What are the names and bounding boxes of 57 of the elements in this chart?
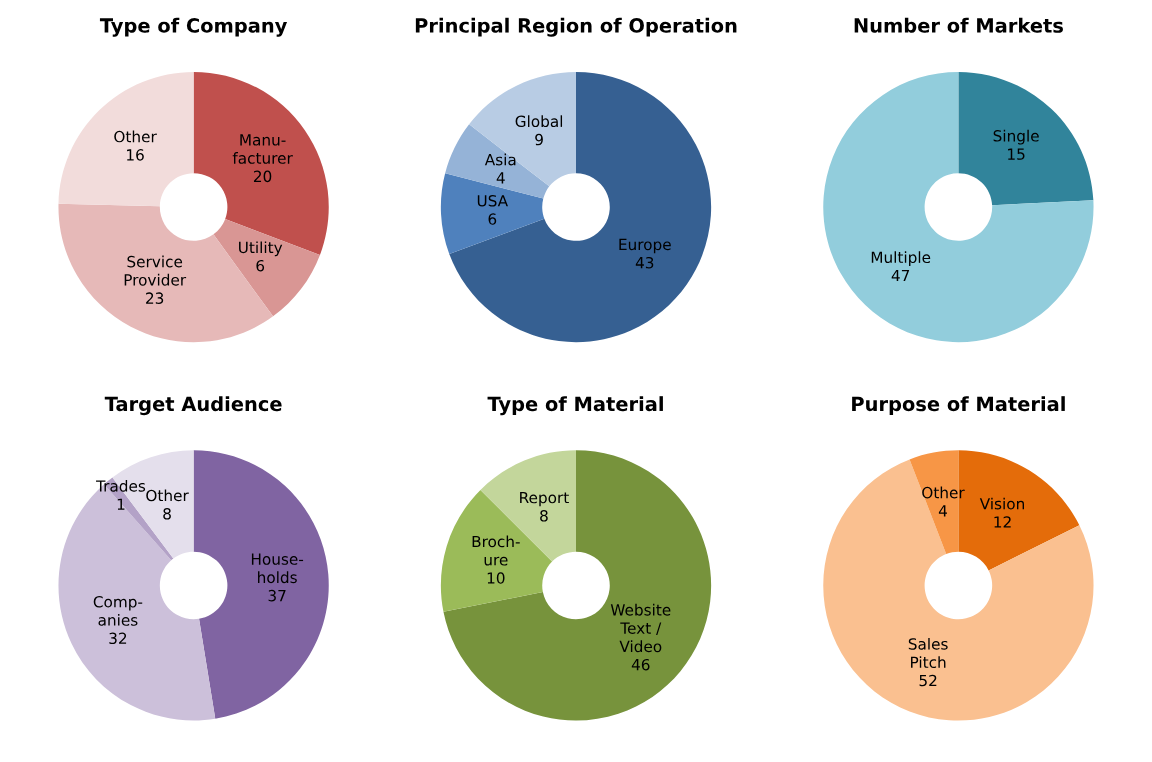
data-label: 1	[117, 498, 125, 510]
slice-label: Europe	[619, 238, 671, 254]
chart-title: Number of Markets	[854, 17, 1063, 33]
donut-slice	[58, 71, 194, 207]
slice-label: Comp- anies	[93, 595, 143, 626]
chart-title: Type of Material	[487, 396, 663, 416]
data-label: 16	[127, 149, 144, 161]
slice-label: Sales Pitch	[908, 637, 948, 669]
slice-label: Global	[515, 115, 563, 128]
data-label: 32	[109, 632, 127, 645]
data-label: 37	[268, 589, 286, 602]
slice-label: Asia	[484, 153, 516, 166]
data-label: 23	[146, 292, 164, 304]
data-label: 12	[994, 516, 1011, 528]
data-label: 8	[540, 510, 548, 522]
slice-label: House- holds	[251, 553, 304, 584]
chart-title: Principal Region of Operation	[415, 17, 737, 37]
slice-label: USA	[477, 195, 508, 207]
donut-slice	[193, 71, 329, 255]
slice-label: Other	[146, 489, 189, 502]
donut-slice	[449, 71, 712, 343]
chart-title: Target Audience	[104, 396, 282, 416]
data-label: 20	[253, 170, 272, 183]
data-label: 46	[631, 658, 650, 671]
donut-slice	[443, 450, 712, 721]
donut-slice	[193, 450, 329, 719]
data-label: 10	[487, 572, 505, 584]
donut-slice	[440, 173, 545, 254]
donut-slice	[469, 71, 576, 187]
slice-label: Vision	[979, 497, 1024, 510]
donut-slice	[213, 219, 320, 317]
data-label: 4	[938, 505, 947, 517]
chart-title: Purpose of Material	[852, 396, 1065, 415]
slice-label: Trades	[96, 479, 146, 492]
data-label: 8	[163, 507, 171, 520]
slice-label: Service Provider	[124, 255, 187, 286]
data-label: 47	[891, 269, 910, 282]
donut-slice	[958, 71, 1094, 206]
data-label: 4	[496, 172, 505, 184]
chart-title: Type of Company	[99, 17, 288, 37]
data-label: 15	[1008, 148, 1025, 160]
slice-label: Multiple	[871, 251, 931, 267]
slice-label: Manu- facturer	[232, 134, 293, 164]
data-label: 43	[635, 256, 654, 269]
slice-label: Other	[922, 486, 965, 499]
data-label: 6	[488, 213, 497, 225]
donut-slice	[823, 71, 1094, 343]
slice-label: Website Text / Video	[610, 603, 671, 653]
slice-label: Utility	[239, 241, 283, 257]
slice-label: Broch- ure	[472, 535, 520, 566]
data-label: 9	[535, 133, 543, 146]
data-label: 52	[919, 674, 937, 687]
slice-label: Report	[520, 491, 569, 507]
slice-label: Other	[114, 130, 157, 143]
data-label: 6	[256, 259, 265, 272]
donut-slice	[823, 459, 1094, 721]
slice-label: Single	[993, 129, 1039, 145]
